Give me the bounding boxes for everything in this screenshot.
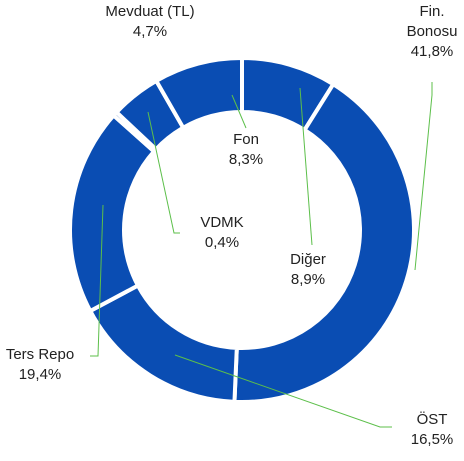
slice-label: Fon 8,3% xyxy=(229,130,263,170)
leader-line xyxy=(414,82,433,271)
slice-label: Mevduat (TL) 4,7% xyxy=(105,2,194,42)
category-label: ÖST xyxy=(416,411,448,428)
slice-label: VDMK 0,4% xyxy=(200,213,243,253)
value-label: 19,4% xyxy=(18,366,62,383)
slice-label: Diğer 8,9% xyxy=(290,250,326,290)
value-label: 4,7% xyxy=(132,23,168,40)
leader-line xyxy=(299,87,313,246)
leader-line xyxy=(231,94,247,129)
category-label: Mevduat (TL) xyxy=(105,3,195,20)
value-label: 8,3% xyxy=(228,151,264,168)
value-label: 16,5% xyxy=(410,431,454,448)
value-label: 41,8% xyxy=(410,43,454,60)
category-label: Fon xyxy=(233,131,259,148)
leader-line xyxy=(147,111,180,234)
slice-label: Fin. Bonosu 41,8% xyxy=(402,2,462,62)
category-label: VDMK xyxy=(200,214,244,231)
slice xyxy=(68,112,157,314)
value-label: 0,4% xyxy=(204,234,240,251)
slices xyxy=(68,55,416,404)
category-label: Fin. Bonosu xyxy=(406,3,458,40)
slice xyxy=(87,282,239,404)
slice-label: ÖST 16,5% xyxy=(411,410,454,450)
slice xyxy=(232,81,416,404)
category-label: Ters Repo xyxy=(5,346,75,363)
category-label: Diğer xyxy=(290,251,326,268)
leader-line xyxy=(90,204,104,357)
leader-line xyxy=(174,354,392,428)
value-label: 8,9% xyxy=(290,271,326,288)
slice xyxy=(153,55,244,131)
slice-label: Ters Repo 19,4% xyxy=(6,345,74,385)
leader-lines xyxy=(90,82,433,428)
